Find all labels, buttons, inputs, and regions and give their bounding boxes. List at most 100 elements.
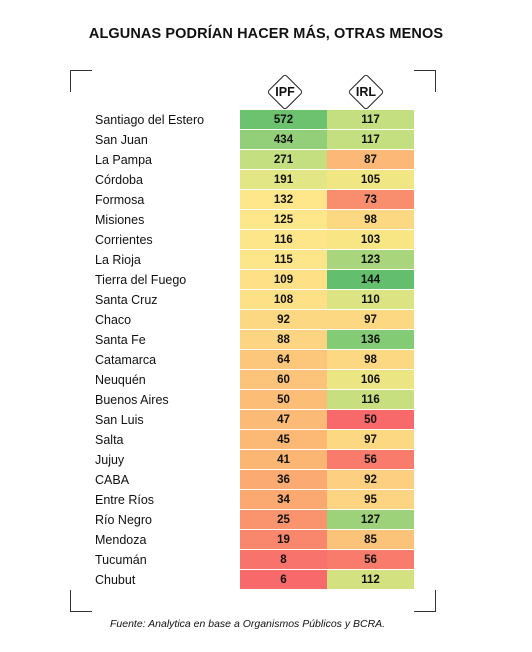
province-label: Santa Cruz — [95, 293, 158, 307]
ipf-value-cell: 36 — [240, 470, 328, 490]
ipf-value-cell: 92 — [240, 310, 328, 330]
province-label: Río Negro — [95, 513, 152, 527]
ipf-value-cell: 434 — [240, 130, 328, 150]
irl-value-cell: 73 — [327, 190, 415, 210]
province-label: San Juan — [95, 133, 148, 147]
ipf-value-cell: 47 — [240, 410, 328, 430]
table-row: Río Negro 25 127 — [0, 510, 532, 530]
irl-value-cell: 106 — [327, 370, 415, 390]
ipf-value-cell: 19 — [240, 530, 328, 550]
table-row: Formosa 132 73 — [0, 190, 532, 210]
province-label: San Luis — [95, 413, 144, 427]
irl-value-cell: 136 — [327, 330, 415, 350]
irl-value-cell: 92 — [327, 470, 415, 490]
province-label: Corrientes — [95, 233, 153, 247]
province-label: Córdoba — [95, 173, 143, 187]
province-label: Jujuy — [95, 453, 125, 467]
province-label: Mendoza — [95, 533, 147, 547]
province-label: Chubut — [95, 573, 136, 587]
column-header-ipf: IPF — [266, 73, 304, 111]
irl-value-cell: 95 — [327, 490, 415, 510]
table-row: Buenos Aires 50 116 — [0, 390, 532, 410]
table-row: Córdoba 191 105 — [0, 170, 532, 190]
irl-value-cell: 117 — [327, 110, 415, 130]
ipf-value-cell: 64 — [240, 350, 328, 370]
table-row: Jujuy 41 56 — [0, 450, 532, 470]
province-label: Formosa — [95, 193, 145, 207]
ipf-value-cell: 115 — [240, 250, 328, 270]
ipf-value-cell: 6 — [240, 570, 328, 590]
province-label: Santa Fe — [95, 333, 146, 347]
province-label: Misiones — [95, 213, 145, 227]
irl-value-cell: 56 — [327, 550, 415, 570]
irl-value-cell: 98 — [327, 350, 415, 370]
table-row: CABA 36 92 — [0, 470, 532, 490]
ipf-value-cell: 109 — [240, 270, 328, 290]
irl-value-cell: 110 — [327, 290, 415, 310]
province-label: CABA — [95, 473, 130, 487]
ipf-value-cell: 125 — [240, 210, 328, 230]
irl-value-cell: 97 — [327, 430, 415, 450]
frame-corner-bottom-right — [414, 590, 436, 612]
province-label: Entre Ríos — [95, 493, 155, 507]
table-row: San Luis 47 50 — [0, 410, 532, 430]
ipf-value-cell: 191 — [240, 170, 328, 190]
province-label: Buenos Aires — [95, 393, 169, 407]
table-row: Tierra del Fuego 109 144 — [0, 270, 532, 290]
table-row: Mendoza 19 85 — [0, 530, 532, 550]
province-label: Catamarca — [95, 353, 157, 367]
irl-value-cell: 56 — [327, 450, 415, 470]
irl-value-cell: 116 — [327, 390, 415, 410]
table-row: Corrientes 116 103 — [0, 230, 532, 250]
province-label: Chaco — [95, 313, 132, 327]
table-row: Chubut 6 112 — [0, 570, 532, 590]
irl-value-cell: 98 — [327, 210, 415, 230]
table-row: La Rioja 115 123 — [0, 250, 532, 270]
table-row: Entre Ríos 34 95 — [0, 490, 532, 510]
irl-value-cell: 97 — [327, 310, 415, 330]
province-label: Tierra del Fuego — [95, 273, 187, 287]
ipf-value-cell: 88 — [240, 330, 328, 350]
irl-value-cell: 112 — [327, 570, 415, 590]
ipf-value-cell: 45 — [240, 430, 328, 450]
table-row: Neuquén 60 106 — [0, 370, 532, 390]
table-row: Misiones 125 98 — [0, 210, 532, 230]
province-label: Santiago del Estero — [95, 113, 205, 127]
table-row: La Pampa 271 87 — [0, 150, 532, 170]
irl-value-cell: 144 — [327, 270, 415, 290]
ipf-value-cell: 108 — [240, 290, 328, 310]
source-note: Fuente: Analytica en base a Organismos P… — [110, 618, 386, 630]
ipf-value-cell: 132 — [240, 190, 328, 210]
frame-corner-top-left — [70, 70, 92, 92]
irl-value-cell: 50 — [327, 410, 415, 430]
ipf-value-cell: 271 — [240, 150, 328, 170]
chart-title: ALGUNAS PODRÍAN HACER MÁS, OTRAS MENOS — [88, 26, 444, 42]
irl-value-cell: 123 — [327, 250, 415, 270]
column-header-irl-label: IRL — [355, 85, 377, 99]
irl-value-cell: 85 — [327, 530, 415, 550]
province-label: La Pampa — [95, 153, 152, 167]
column-header-irl: IRL — [347, 73, 385, 111]
table-row: Salta 45 97 — [0, 430, 532, 450]
table-row: Santa Cruz 108 110 — [0, 290, 532, 310]
table-row: Tucumán 8 56 — [0, 550, 532, 570]
column-header-ipf-label: IPF — [275, 85, 295, 99]
frame-corner-top-right — [414, 70, 436, 92]
irl-value-cell: 103 — [327, 230, 415, 250]
irl-value-cell: 117 — [327, 130, 415, 150]
irl-value-cell: 127 — [327, 510, 415, 530]
table-row: San Juan 434 117 — [0, 130, 532, 150]
irl-value-cell: 87 — [327, 150, 415, 170]
ipf-value-cell: 34 — [240, 490, 328, 510]
ipf-value-cell: 8 — [240, 550, 328, 570]
ipf-value-cell: 60 — [240, 370, 328, 390]
table-row: Chaco 92 97 — [0, 310, 532, 330]
table-row: Santa Fe 88 136 — [0, 330, 532, 350]
province-label: Tucumán — [95, 553, 147, 567]
province-label: La Rioja — [95, 253, 141, 267]
table-row: Catamarca 64 98 — [0, 350, 532, 370]
ipf-value-cell: 41 — [240, 450, 328, 470]
ipf-value-cell: 25 — [240, 510, 328, 530]
frame-corner-bottom-left — [70, 590, 92, 612]
ipf-value-cell: 50 — [240, 390, 328, 410]
